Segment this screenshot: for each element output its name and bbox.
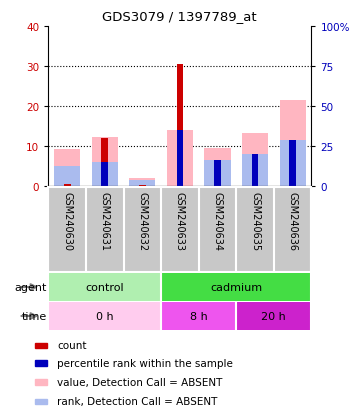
Bar [54, 166, 80, 187]
Text: cadmium: cadmium [210, 282, 262, 292]
Text: GSM240635: GSM240635 [250, 192, 260, 251]
Text: 8 h: 8 h [190, 311, 208, 321]
FancyBboxPatch shape [35, 380, 47, 385]
Bar [48, 302, 161, 330]
Bar [252, 185, 258, 187]
Text: rank, Detection Call = ABSENT: rank, Detection Call = ABSENT [57, 396, 218, 406]
FancyBboxPatch shape [35, 399, 47, 404]
Text: GSM240636: GSM240636 [288, 192, 297, 251]
Bar [252, 154, 258, 187]
Bar [214, 161, 221, 187]
Bar [129, 178, 155, 187]
Bar [280, 141, 306, 187]
Bar [161, 273, 311, 301]
Text: agent: agent [14, 282, 47, 292]
Bar [139, 185, 146, 187]
Text: 20 h: 20 h [261, 311, 286, 321]
Text: GSM240633: GSM240633 [175, 192, 185, 251]
Bar [101, 163, 108, 187]
Text: percentile rank within the sample: percentile rank within the sample [57, 358, 233, 368]
Bar [176, 131, 183, 187]
Text: GSM240631: GSM240631 [100, 192, 110, 251]
Text: value, Detection Call = ABSENT: value, Detection Call = ABSENT [57, 377, 223, 387]
Bar [129, 180, 155, 187]
Bar [280, 101, 306, 187]
FancyBboxPatch shape [35, 343, 47, 348]
Bar [167, 131, 193, 187]
Text: 0 h: 0 h [96, 311, 113, 321]
Bar [92, 163, 118, 187]
FancyBboxPatch shape [35, 360, 47, 366]
Bar [289, 185, 296, 187]
Text: control: control [86, 282, 124, 292]
Bar [161, 302, 236, 330]
Text: count: count [57, 341, 87, 351]
Bar [242, 154, 268, 187]
Bar [54, 150, 80, 187]
Bar [101, 139, 108, 187]
Bar [242, 134, 268, 187]
Bar [48, 273, 161, 301]
Bar [214, 185, 221, 187]
Text: GSM240634: GSM240634 [213, 192, 222, 251]
Bar [204, 161, 231, 187]
Bar [64, 185, 71, 187]
Text: GDS3079 / 1397789_at: GDS3079 / 1397789_at [102, 10, 256, 23]
Text: GSM240632: GSM240632 [137, 192, 147, 251]
Bar [289, 141, 296, 187]
Bar [92, 138, 118, 187]
Bar [176, 65, 183, 187]
Bar [204, 149, 231, 187]
Bar [236, 302, 311, 330]
Text: GSM240630: GSM240630 [62, 192, 72, 251]
Text: time: time [21, 311, 47, 321]
